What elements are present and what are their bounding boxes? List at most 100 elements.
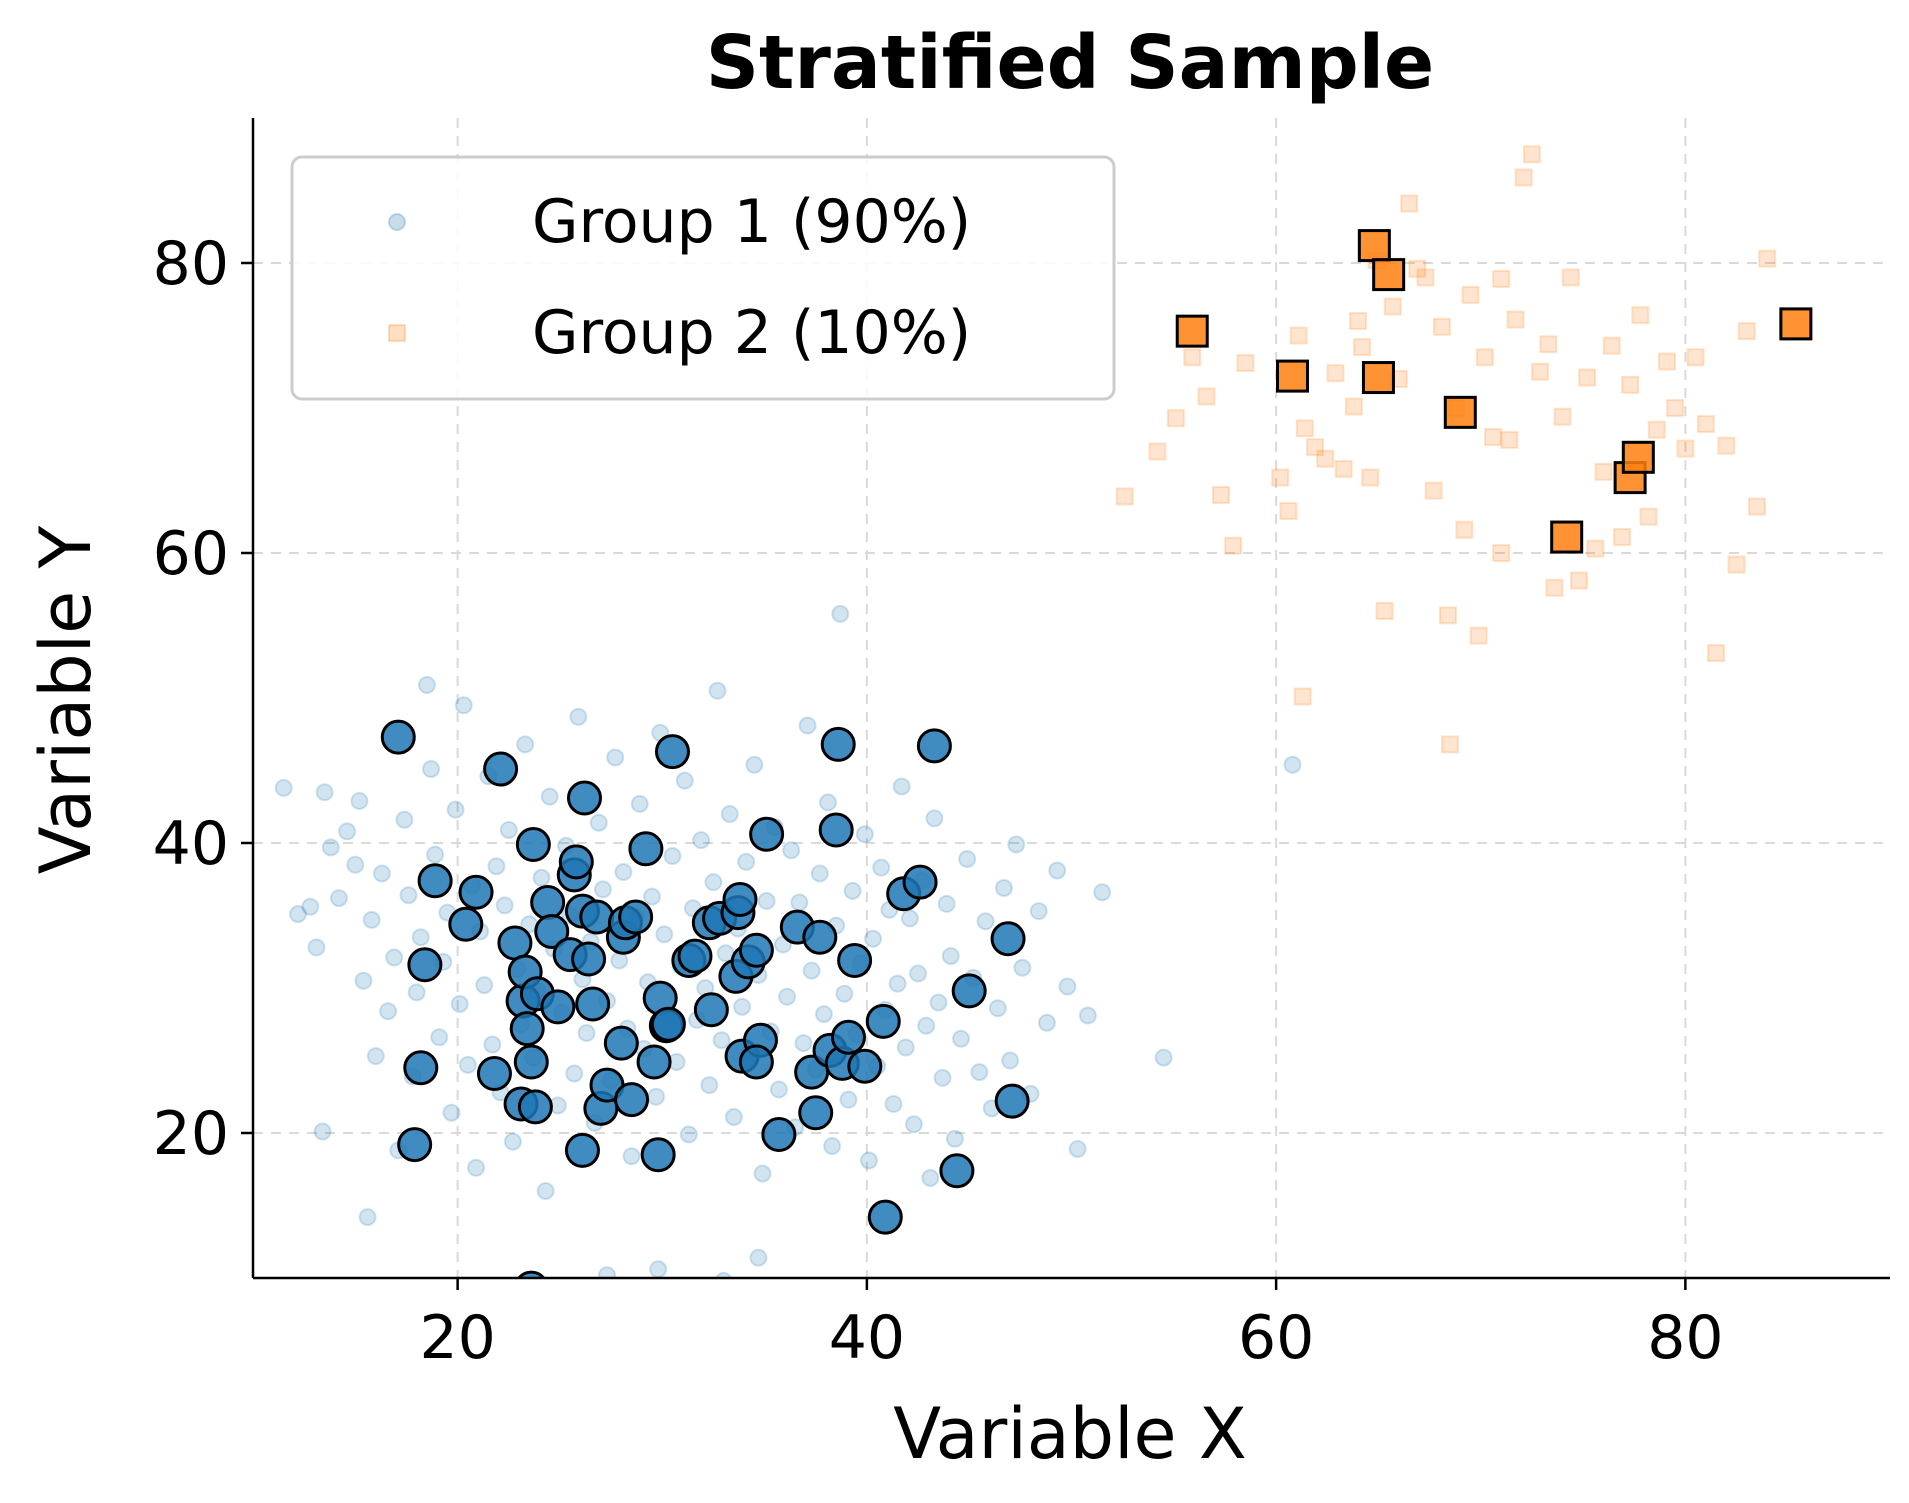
data-point-group-1: [622, 1147, 641, 1166]
data-point-group-2: [1676, 439, 1695, 458]
data-point-group-2: [1514, 168, 1533, 187]
sample-point-group-1: [902, 864, 938, 900]
sample-points: [380, 229, 1813, 1278]
data-point-group-1: [525, 1276, 537, 1278]
sample-point-group-1: [636, 1044, 672, 1080]
data-point-group-1: [970, 1063, 989, 1082]
sample-point-group-2: [1275, 359, 1309, 393]
data-point-group-1: [872, 858, 891, 877]
data-point-group-1: [1048, 861, 1067, 880]
data-point-group-2: [1506, 310, 1525, 329]
data-point-group-1: [855, 825, 874, 844]
sample-point-group-1: [654, 734, 690, 770]
data-point-group-1: [823, 1137, 842, 1156]
data-point-group-1: [593, 880, 612, 899]
data-point-group-1: [900, 909, 919, 928]
data-point-group-2: [1594, 462, 1613, 481]
sample-point-group-2: [1621, 440, 1655, 474]
data-point-group-1: [864, 929, 883, 948]
data-point-group-1: [540, 787, 559, 806]
sample-point-group-1: [830, 1019, 866, 1055]
sample-point-group-1: [677, 938, 713, 974]
data-point-group-1: [532, 868, 551, 887]
x-axis-label: Variable X: [893, 1393, 1247, 1475]
sample-point-group-2: [1779, 307, 1813, 341]
legend-square-marker: [388, 324, 406, 342]
data-point-group-1: [888, 974, 907, 993]
data-point-group-1: [565, 1064, 584, 1083]
data-point-group-1: [835, 984, 854, 1003]
sample-point-group-1: [738, 1044, 774, 1080]
data-point-group-2: [1545, 578, 1564, 597]
data-point-group-1: [329, 889, 348, 908]
sample-point-group-1: [458, 874, 494, 910]
data-point-group-1: [810, 864, 829, 883]
data-point-group-1: [941, 947, 960, 966]
data-point-group-1: [976, 912, 995, 931]
data-point-group-2: [1747, 497, 1766, 516]
sample-point-group-1: [476, 1056, 512, 1092]
data-point-group-2: [1717, 436, 1736, 455]
data-point-group-1: [395, 810, 414, 829]
sample-point-group-1: [530, 884, 566, 920]
sample-point-group-1: [939, 1153, 975, 1189]
data-point-group-1: [407, 983, 426, 1002]
data-point-group-1: [516, 735, 535, 754]
sample-point-group-1: [575, 986, 611, 1022]
data-point-group-1: [446, 800, 465, 819]
data-point-group-1: [921, 1168, 940, 1187]
data-point-group-1: [839, 1090, 858, 1109]
y-tick-label: 20: [153, 1099, 229, 1169]
data-point-group-1: [909, 964, 928, 983]
data-point-group-2: [1432, 317, 1451, 336]
data-point-group-1: [417, 675, 436, 694]
data-point-group-1: [610, 951, 629, 970]
sample-point-group-1: [417, 863, 453, 899]
sample-point-group-1: [820, 726, 856, 762]
data-point-group-1: [338, 822, 357, 841]
data-point-group-1: [675, 771, 694, 790]
data-point-group-1: [366, 1047, 385, 1066]
data-point-group-1: [831, 604, 850, 623]
sample-point-group-2: [1357, 229, 1391, 263]
sample-point-group-1: [749, 816, 785, 852]
data-point-group-1: [450, 994, 469, 1013]
chart-title: Stratified Sample: [706, 20, 1434, 106]
data-point-group-1: [577, 1023, 596, 1042]
sample-point-group-1: [738, 932, 774, 968]
data-point-group-1: [321, 838, 340, 857]
data-point-group-1: [929, 993, 948, 1012]
sample-point-group-1: [994, 1083, 1030, 1119]
data-point-group-2: [1569, 571, 1588, 590]
data-point-group-1: [843, 881, 862, 900]
data-point-group-2: [1586, 539, 1605, 558]
sample-point-group-1: [640, 1137, 676, 1173]
data-point-group-1: [422, 760, 441, 779]
y-axis-label: Variable Y: [25, 526, 107, 875]
data-point-group-1: [753, 1164, 772, 1183]
data-point-group-1: [712, 1031, 731, 1050]
data-point-group-2: [1424, 481, 1443, 500]
data-point-group-1: [745, 755, 764, 774]
data-point-group-2: [1441, 735, 1460, 754]
data-point-group-1: [430, 1028, 449, 1047]
sample-point-group-1: [566, 780, 602, 816]
data-point-group-2: [1375, 602, 1394, 620]
data-point-group-1: [802, 961, 821, 980]
data-point-group-1: [495, 896, 514, 915]
data-point-group-1: [896, 1038, 915, 1057]
sample-point-group-2: [1372, 258, 1406, 292]
data-point-group-1: [937, 894, 956, 913]
data-point-group-2: [1439, 606, 1458, 625]
data-point-group-1: [1001, 1051, 1020, 1070]
data-point-group-1: [884, 1095, 903, 1113]
data-point-group-1: [442, 1103, 461, 1122]
data-point-group-2: [1183, 348, 1202, 367]
data-point-group-1: [715, 1271, 733, 1278]
x-tick-label: 80: [1647, 1303, 1723, 1373]
sample-point-group-1: [571, 941, 607, 977]
data-point-group-2: [1484, 428, 1503, 446]
data-point-group-2: [1737, 322, 1756, 341]
y-ticks: 20 40 60 80: [153, 229, 253, 1169]
data-point-group-1: [536, 1182, 555, 1200]
